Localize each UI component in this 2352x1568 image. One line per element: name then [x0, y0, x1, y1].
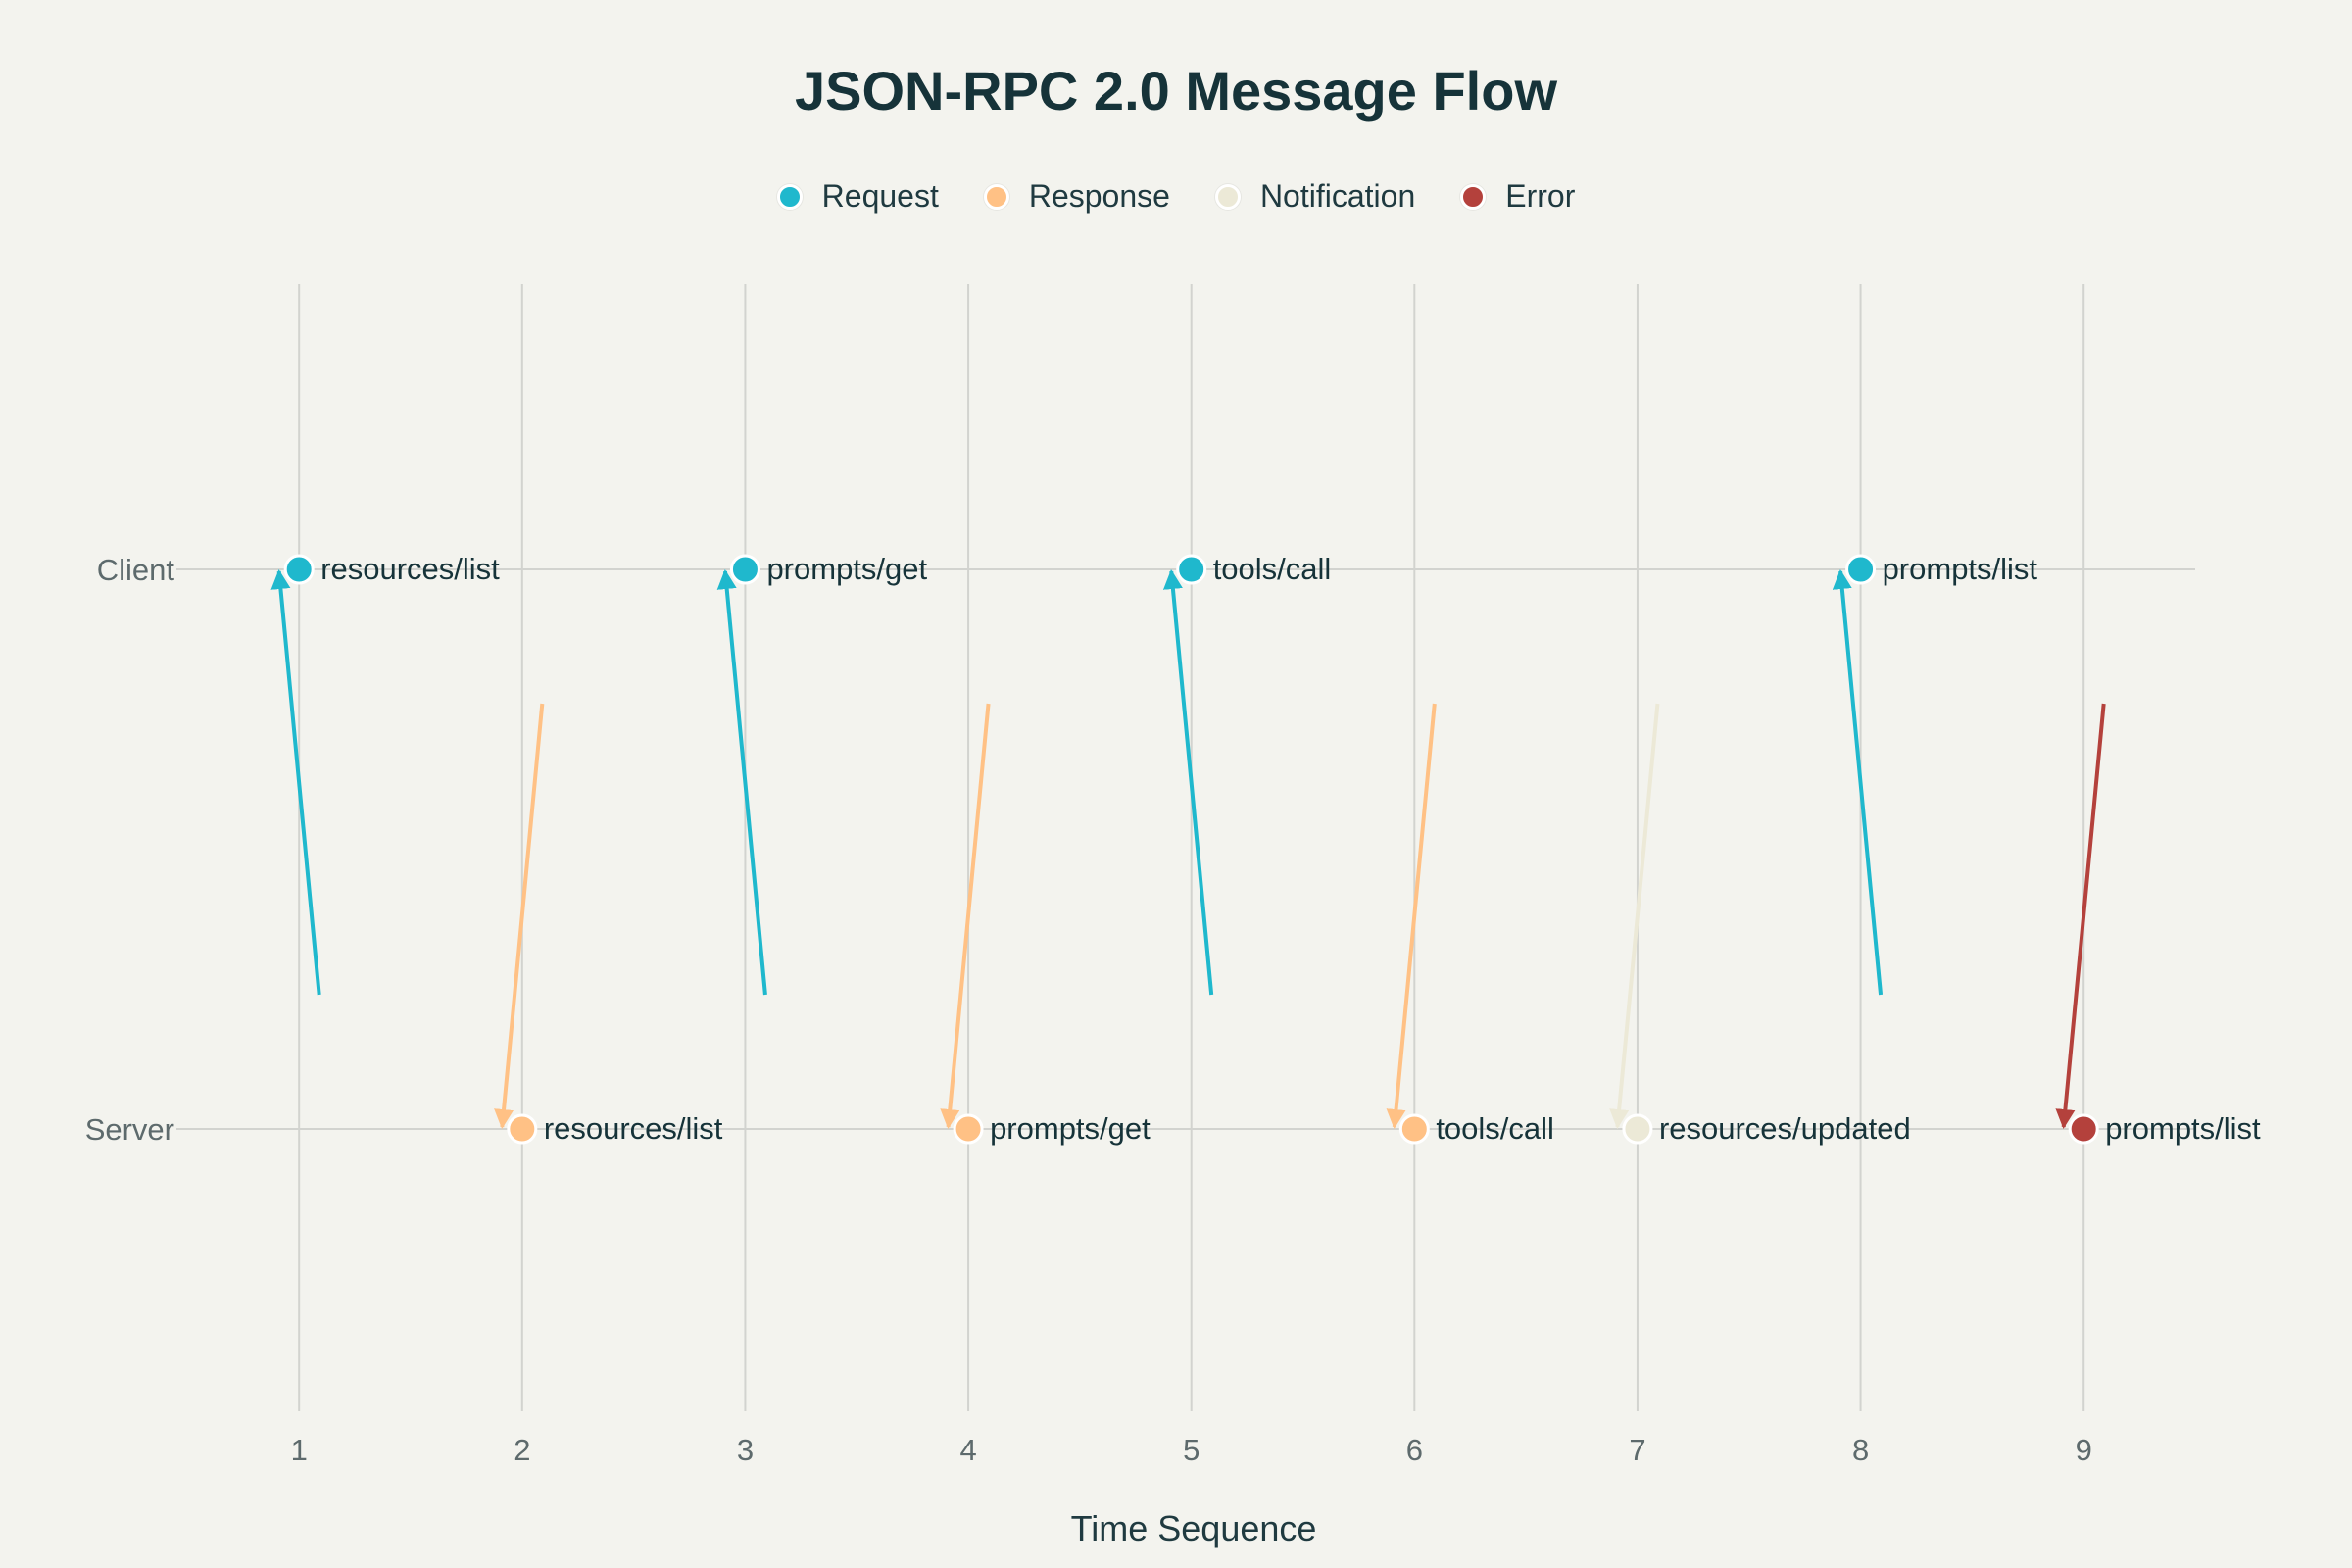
legend-item-request[interactable]: Request — [776, 178, 939, 215]
legend-label-response: Response — [1028, 178, 1170, 214]
legend-marker-notification — [1214, 183, 1241, 210]
legend-marker-request — [776, 183, 803, 210]
x-tick-label: 8 — [1852, 1433, 1869, 1467]
x-tick-label: 2 — [514, 1433, 530, 1467]
message-label: prompts/list — [1883, 552, 2038, 586]
message-arrow — [2055, 703, 2106, 1129]
legend-item-error[interactable]: Error — [1460, 178, 1575, 215]
tick-layer: 1 2 3 4 5 6 7 8 9 Server Client — [85, 553, 2092, 1467]
message-label: tools/call — [1436, 1111, 1554, 1146]
message-point[interactable] — [729, 554, 760, 585]
legend-item-response[interactable]: Response — [983, 178, 1170, 215]
y-tick-label: Server — [85, 1112, 174, 1147]
y-tick-label: Client — [97, 553, 175, 587]
message-label: resources/updated — [1659, 1111, 1911, 1146]
x-axis-title: Time Sequence — [1071, 1508, 1317, 1548]
message-point[interactable] — [507, 1113, 538, 1145]
legend-label-request: Request — [821, 178, 939, 214]
message-point[interactable] — [283, 554, 315, 585]
x-tick-label: 3 — [737, 1433, 754, 1467]
message-arrow — [494, 703, 545, 1129]
x-tick-label: 9 — [2076, 1433, 2092, 1467]
x-tick-label: 4 — [959, 1433, 976, 1467]
legend: Request Response Notification Error — [0, 178, 2352, 215]
message-point[interactable] — [1176, 554, 1207, 585]
message-label: prompts/get — [766, 552, 927, 586]
x-tick-label: 5 — [1183, 1433, 1200, 1467]
message-label: resources/list — [544, 1111, 723, 1146]
message-point[interactable] — [1622, 1113, 1653, 1145]
message-label: tools/call — [1213, 552, 1332, 586]
legend-marker-response — [983, 183, 1009, 210]
arrow-layer — [270, 569, 2106, 1129]
message-label: resources/list — [320, 552, 500, 586]
x-tick-label: 1 — [291, 1433, 308, 1467]
grid-layer — [176, 284, 2195, 1411]
message-arrow — [1386, 703, 1437, 1129]
legend-item-notification[interactable]: Notification — [1214, 178, 1416, 215]
message-arrow — [1832, 569, 1884, 996]
legend-label-notification: Notification — [1259, 178, 1416, 214]
x-tick-label: 6 — [1406, 1433, 1423, 1467]
chart-title: JSON-RPC 2.0 Message Flow — [794, 60, 1557, 122]
legend-marker-error — [1460, 183, 1487, 210]
message-arrow — [940, 703, 991, 1129]
message-point[interactable] — [1398, 1113, 1430, 1145]
message-point[interactable] — [2068, 1113, 2099, 1145]
message-arrow — [1609, 703, 1660, 1129]
message-label: prompts/get — [990, 1111, 1151, 1146]
x-tick-label: 7 — [1629, 1433, 1645, 1467]
legend-label-error: Error — [1505, 178, 1576, 214]
message-arrow — [270, 569, 321, 996]
message-point[interactable] — [953, 1113, 984, 1145]
message-arrow — [716, 569, 767, 996]
point-layer: resources/list resources/list prompts/get p… — [283, 552, 2261, 1146]
message-label: prompts/list — [2105, 1111, 2261, 1146]
message-point[interactable] — [1845, 554, 1877, 585]
message-arrow — [1162, 569, 1214, 996]
